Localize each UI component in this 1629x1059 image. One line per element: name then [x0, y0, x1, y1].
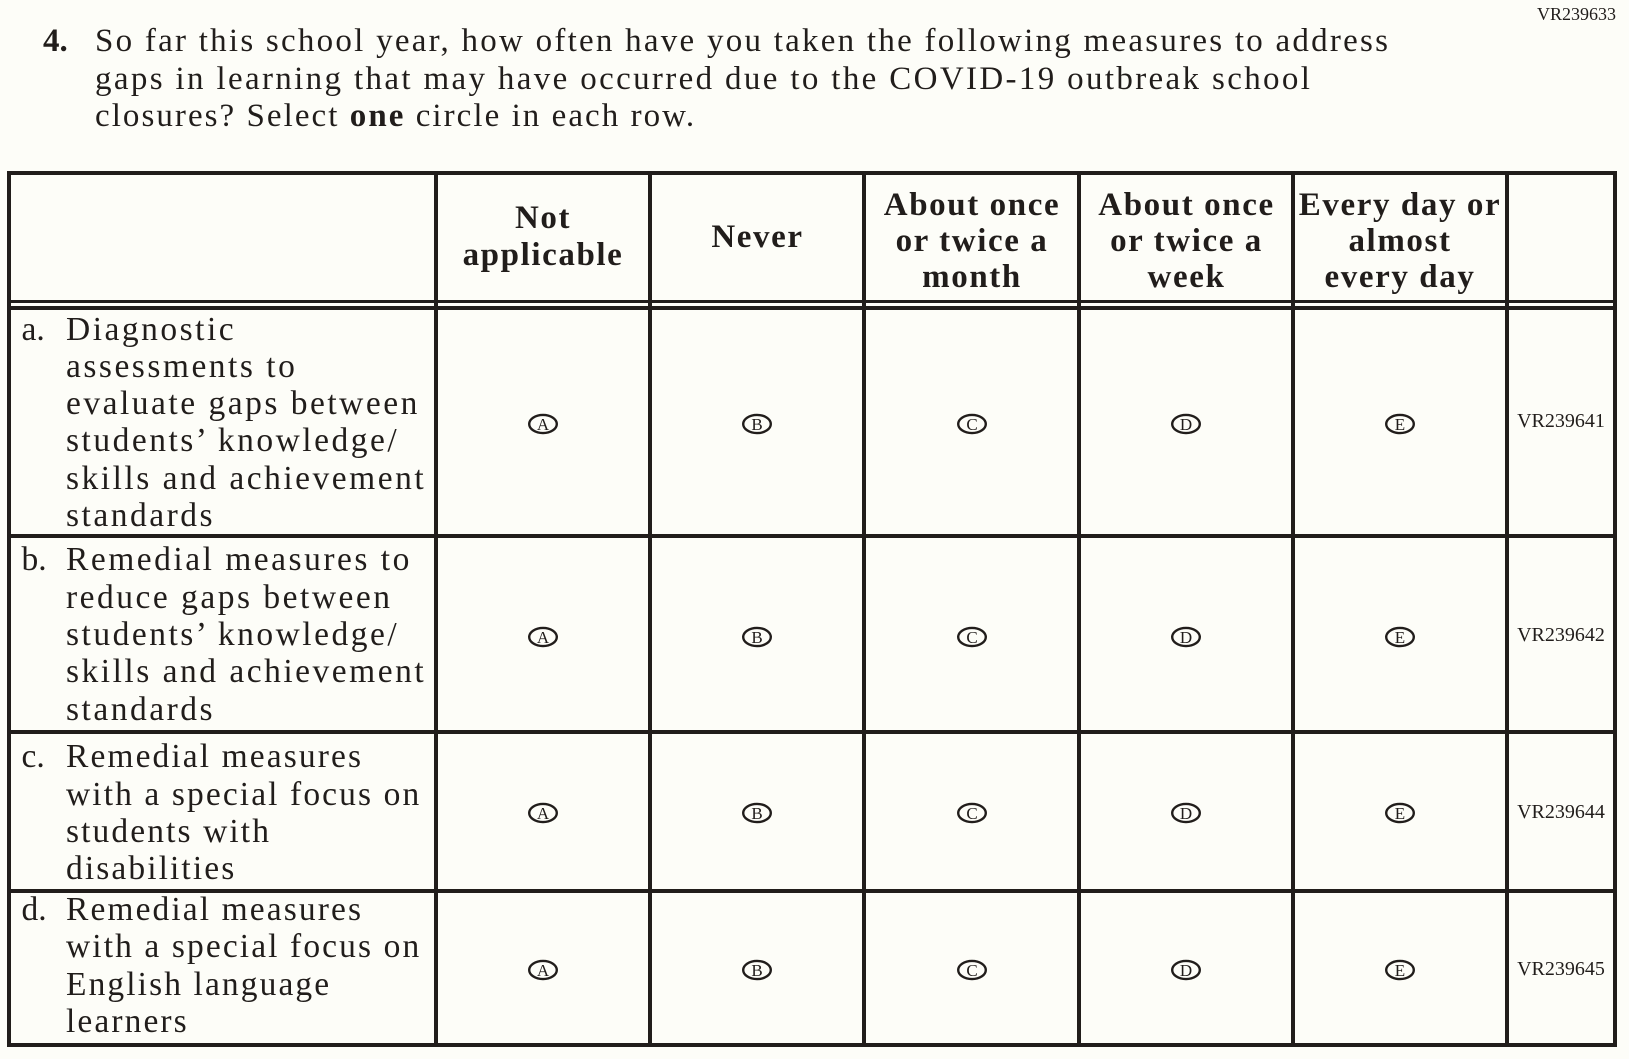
svg-text:B: B — [751, 415, 762, 434]
svg-text:D: D — [1180, 628, 1192, 647]
svg-text:B: B — [751, 804, 762, 823]
svg-text:A: A — [536, 415, 549, 434]
svg-text:C: C — [966, 628, 977, 647]
svg-text:A: A — [536, 628, 549, 647]
svg-text:D: D — [1180, 415, 1192, 434]
svg-text:D: D — [1180, 804, 1192, 823]
svg-text:D: D — [1180, 960, 1192, 979]
svg-text:C: C — [966, 415, 977, 434]
svg-text:E: E — [1395, 415, 1405, 434]
svg-text:E: E — [1395, 960, 1405, 979]
svg-text:E: E — [1395, 628, 1405, 647]
svg-text:B: B — [751, 960, 762, 979]
svg-text:E: E — [1395, 804, 1405, 823]
svg-text:A: A — [536, 960, 549, 979]
svg-text:A: A — [536, 804, 549, 823]
svg-text:C: C — [966, 804, 977, 823]
svg-text:C: C — [966, 960, 977, 979]
svg-text:B: B — [751, 628, 762, 647]
